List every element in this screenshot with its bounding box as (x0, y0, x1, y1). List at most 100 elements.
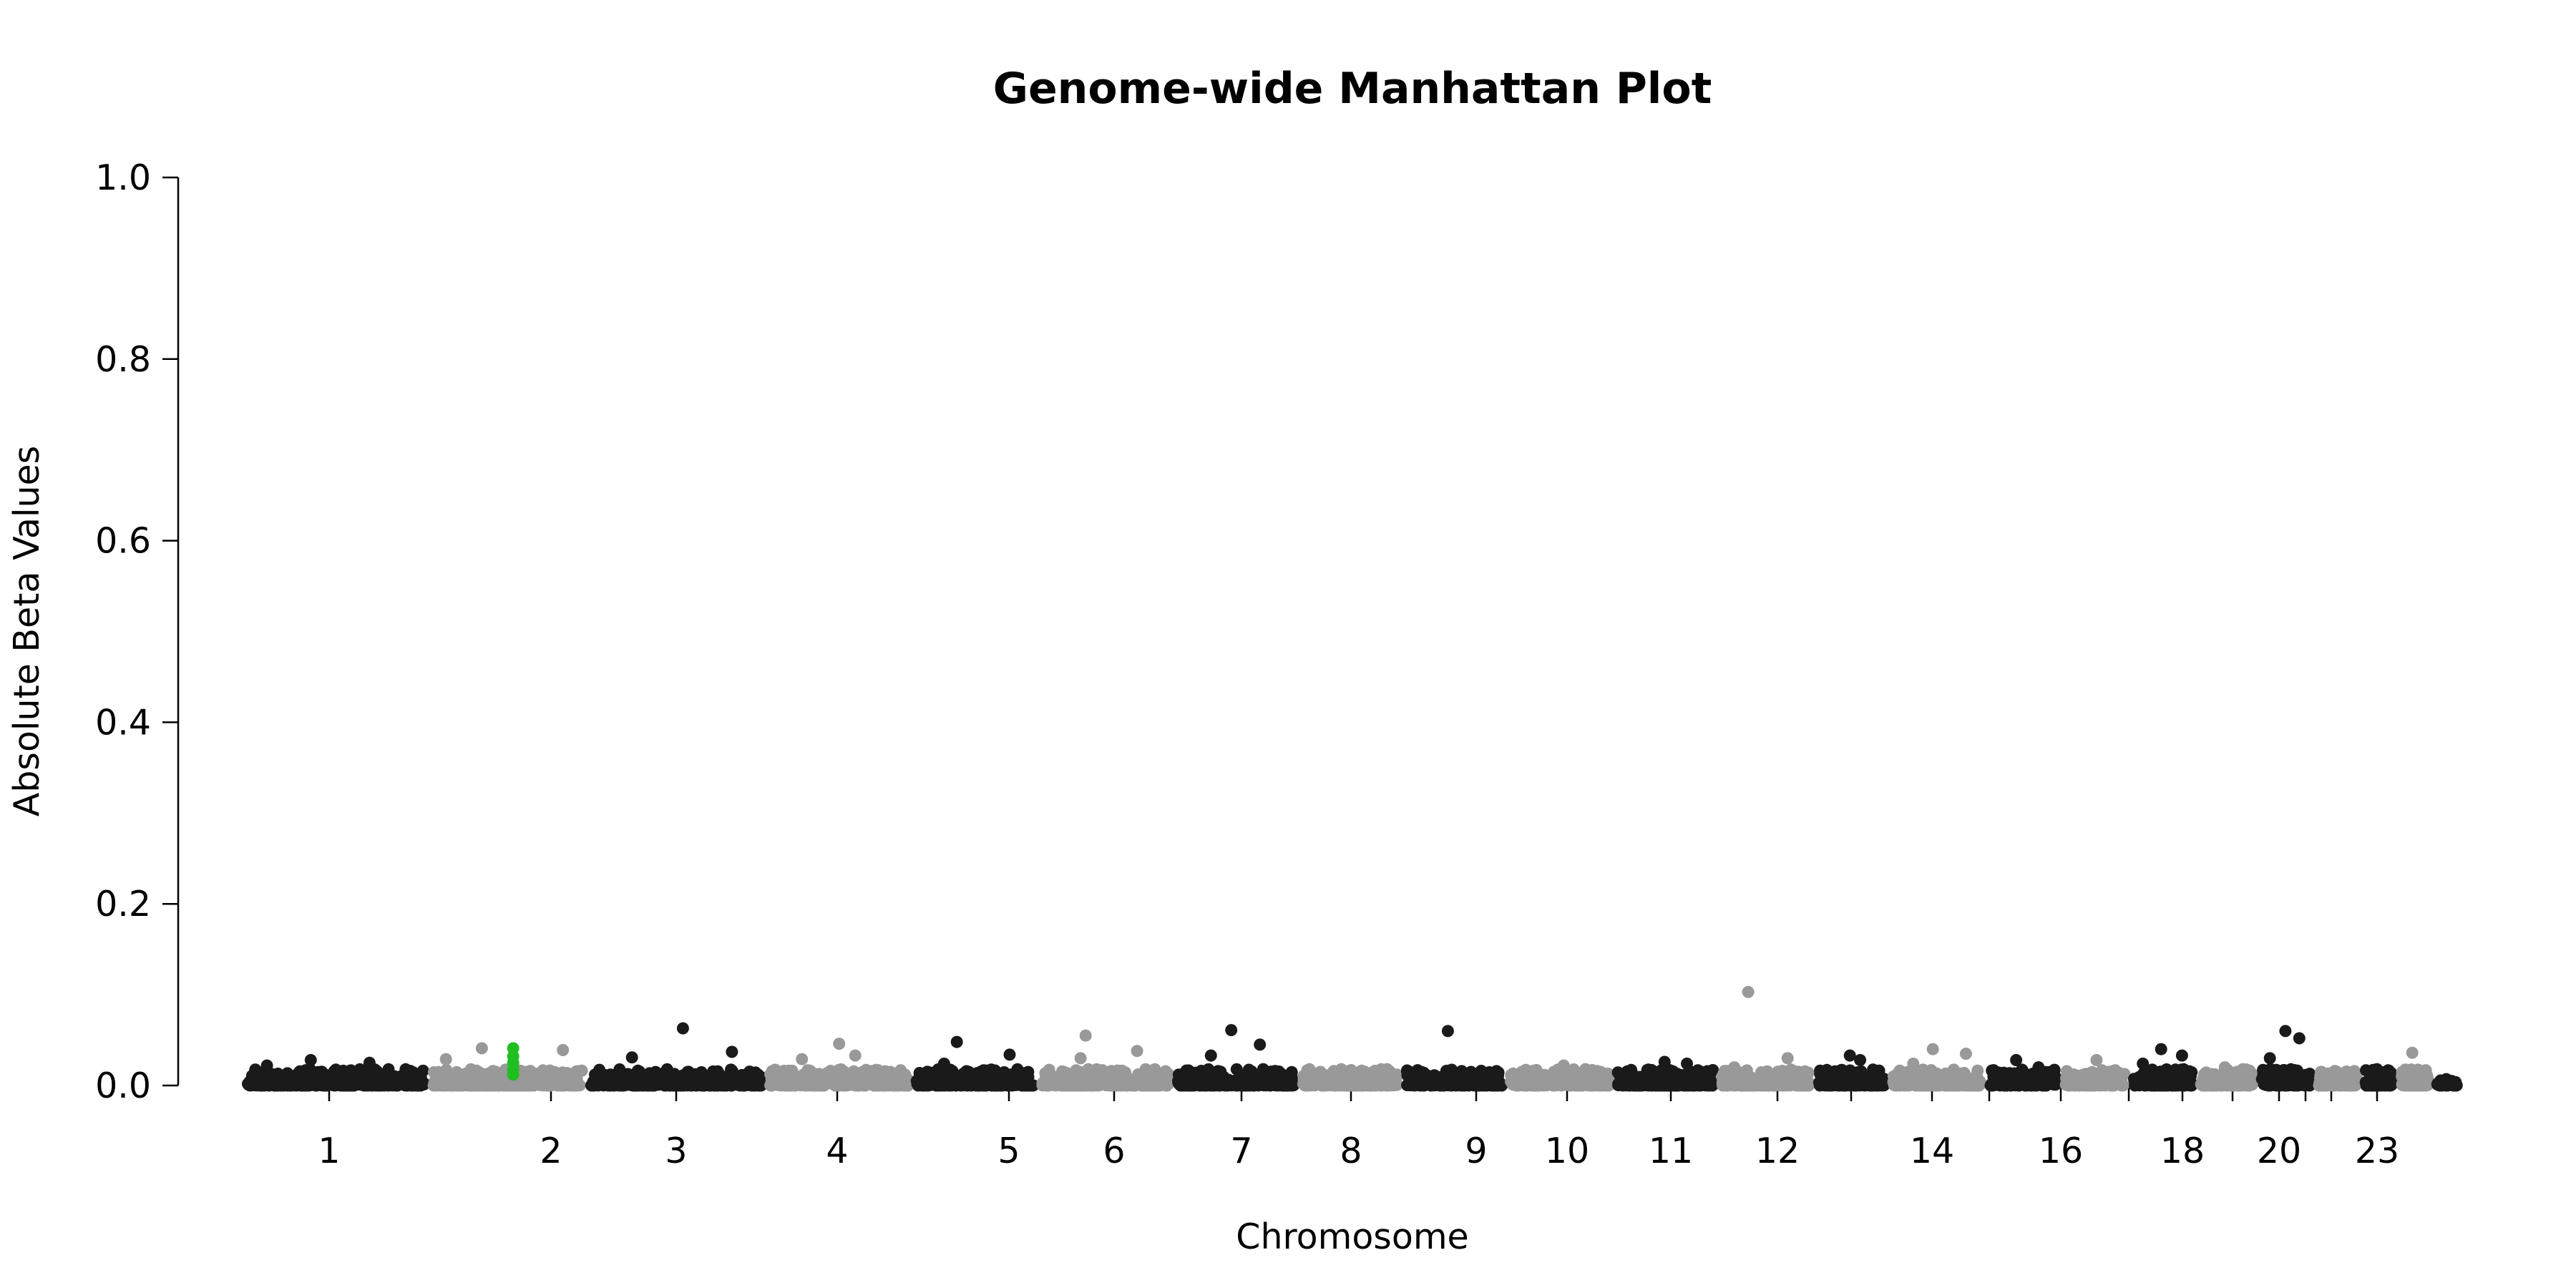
data-points (242, 985, 2463, 1092)
x-tick-label: 11 (1649, 1131, 1693, 1171)
chromosome-22-points (2396, 1046, 2434, 1092)
chromosome-17-points (2128, 1043, 2198, 1092)
data-point (1230, 1063, 1243, 1075)
peak-point (2279, 1025, 2292, 1038)
peak-point (1854, 1054, 1867, 1066)
data-point (748, 1079, 761, 1092)
data-point (1405, 1078, 1417, 1091)
data-point (1757, 1075, 1770, 1088)
data-point (489, 1079, 502, 1092)
data-point (781, 1074, 794, 1087)
peak-point (260, 1059, 273, 1072)
data-point (802, 1068, 815, 1080)
data-point (1226, 1079, 1238, 1092)
data-point (1567, 1063, 1580, 1075)
data-point (1531, 1076, 1543, 1089)
peak-point (2010, 1054, 2023, 1066)
data-point (626, 1079, 639, 1092)
data-point (1971, 1064, 1984, 1077)
data-point (836, 1079, 849, 1092)
data-point (1778, 1078, 1791, 1091)
data-point (2400, 1076, 2413, 1089)
peak-point (1441, 1025, 1454, 1038)
data-point (1653, 1071, 1666, 1084)
peak-point (1079, 1029, 1092, 1042)
peak-point (439, 1053, 452, 1065)
chromosome-12-points (1716, 985, 1815, 1092)
data-point (801, 1078, 814, 1091)
data-point (1250, 1078, 1263, 1091)
peak-point (2328, 1065, 2341, 1078)
data-point (1922, 1078, 1935, 1091)
peak-point (1781, 1052, 1794, 1065)
x-tick-label: 5 (997, 1131, 1020, 1171)
peak-point (2090, 1054, 2103, 1066)
peak-point (1907, 1058, 1920, 1070)
highlighted-point (507, 1068, 519, 1081)
data-point (1119, 1066, 1132, 1079)
data-point (2234, 1072, 2247, 1085)
data-point (480, 1079, 493, 1092)
data-point (1899, 1079, 1912, 1091)
data-point (2345, 1079, 2358, 1092)
peak-point (1074, 1052, 1087, 1065)
peak-point (2338, 1068, 2351, 1081)
peak-point (475, 1042, 488, 1055)
data-point (414, 1073, 426, 1086)
chromosome-1-points (242, 1054, 431, 1092)
x-tick-label: 6 (1103, 1131, 1125, 1171)
data-point (338, 1079, 351, 1092)
peak-point (950, 1035, 963, 1048)
x-tick-label: 20 (2257, 1131, 2301, 1171)
data-point (522, 1078, 535, 1091)
data-point (1521, 1079, 1533, 1092)
x-tick-label: 3 (665, 1131, 687, 1171)
x-tick-label: 2 (540, 1131, 562, 1171)
chromosome-9-points (1400, 1025, 1508, 1092)
data-point (1695, 1079, 1708, 1092)
data-point (1999, 1079, 2012, 1092)
data-point (1612, 1079, 1625, 1092)
data-point (921, 1079, 934, 1092)
peak-point (2237, 1063, 2249, 1075)
peak-point (1926, 1043, 1939, 1055)
x-tick-label: 9 (1465, 1131, 1487, 1171)
data-point (865, 1065, 878, 1078)
data-point (1600, 1077, 1613, 1090)
chromosome-3-points (585, 1022, 768, 1092)
peak-point (1003, 1048, 1016, 1061)
data-point (1345, 1064, 1357, 1076)
data-point (1447, 1069, 1459, 1082)
y-tick-label: 1.0 (95, 157, 151, 198)
data-point (312, 1073, 325, 1086)
peak-point (676, 1022, 689, 1035)
x-tick-label: 7 (1230, 1131, 1252, 1171)
peak-point (1959, 1048, 1972, 1060)
data-point (1146, 1078, 1158, 1091)
peak-point (937, 1058, 950, 1070)
data-point (286, 1075, 299, 1088)
chromosome-2-points (427, 1042, 588, 1092)
data-point (1343, 1078, 1356, 1091)
data-point (382, 1078, 395, 1091)
y-axis-label: Absolute Beta Values (6, 446, 47, 816)
data-point (1211, 1065, 1224, 1078)
peak-point (2379, 1068, 2391, 1081)
data-point (1070, 1064, 1083, 1077)
x-tick-label: 4 (826, 1131, 848, 1171)
data-point (2294, 1072, 2307, 1085)
chromosome-5-points (910, 1035, 1040, 1092)
data-point (1559, 1078, 1572, 1091)
data-point (1016, 1073, 1028, 1085)
data-point (766, 1065, 779, 1078)
data-point (2195, 1078, 2207, 1091)
data-point (513, 1078, 526, 1091)
data-point (1999, 1067, 2011, 1080)
chromosome-4-points (764, 1038, 914, 1092)
data-point (1934, 1078, 1947, 1091)
data-point (1316, 1075, 1329, 1088)
data-point (957, 1079, 970, 1092)
data-point (1075, 1075, 1088, 1088)
data-point (1011, 1063, 1024, 1075)
